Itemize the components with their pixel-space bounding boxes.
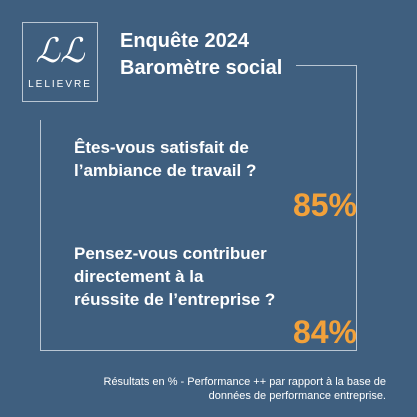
footnote-line-2: données de performance entreprise. [208, 390, 386, 402]
question-1-line-1: Êtes-vous satisfait de [74, 138, 249, 157]
frame-line-right [356, 65, 357, 350]
question-2-line-2: directement à la [74, 267, 204, 286]
brand-logo: ℒℒ LELIEVRE [22, 22, 98, 102]
question-2-line-3: réussite de l’entreprise ? [74, 290, 276, 309]
question-1-percent: 85% [292, 187, 357, 223]
question-1: Êtes-vous satisfait de l’ambiance de tra… [74, 136, 334, 182]
footnote-line-1: Résultats en % - Performance ++ par rapp… [103, 376, 387, 388]
question-2-percent: 84% [292, 314, 357, 350]
frame-line-bottom [40, 350, 357, 351]
question-1-line-2: l’ambiance de travail ? [74, 161, 257, 180]
title-line-2: Baromètre social [120, 57, 283, 79]
question-2: Pensez-vous contribuer directement à la … [74, 242, 334, 311]
page-title: Enquête 2024 Baromètre social [120, 28, 282, 82]
footnote: Résultats en % - Performance ++ par rapp… [56, 375, 387, 403]
frame-line-left [40, 120, 41, 350]
logo-wordmark: LELIEVRE [28, 79, 92, 90]
logo-monogram: ℒℒ [35, 31, 85, 71]
question-2-line-1: Pensez-vous contribuer [74, 244, 267, 263]
title-line-1: Enquête 2024 [120, 30, 249, 52]
frame-line-top [296, 65, 356, 66]
